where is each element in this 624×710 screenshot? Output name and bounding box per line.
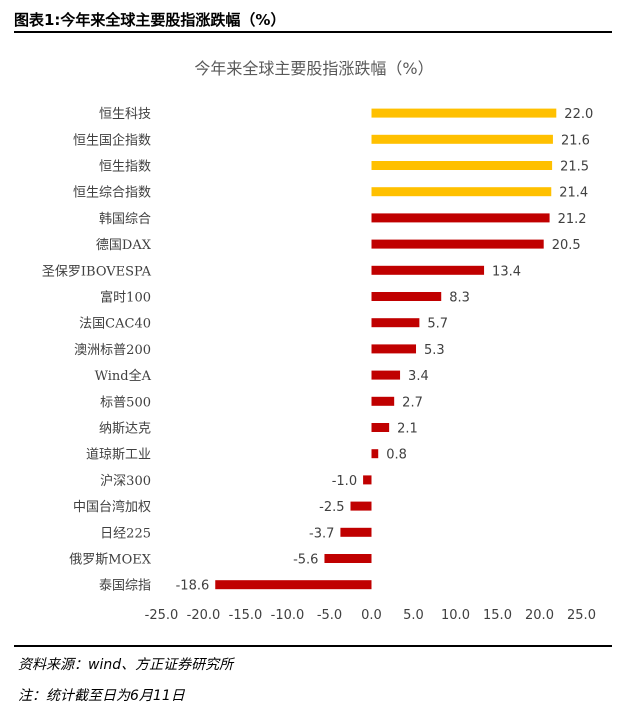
- category-label: 圣保罗IBOVESPA: [42, 264, 152, 279]
- data-label: 21.4: [559, 186, 588, 201]
- category-label: 道琼斯工业: [86, 448, 151, 463]
- data-label: -3.7: [309, 526, 334, 541]
- data-label: -18.6: [176, 579, 210, 594]
- category-label: 法国CAC40: [79, 317, 151, 332]
- bar: [371, 213, 550, 223]
- x-tick-label: -25.0: [145, 608, 179, 623]
- category-label: 澳洲标普200: [74, 342, 151, 358]
- data-label: 8.3: [449, 291, 470, 306]
- chart-container: 今年来全球主要股指涨跌幅（%） 恒生科技 22.0 恒生国企指数 21.6 恒生指数 21…: [14, 33, 612, 643]
- x-tick-label: 20.0: [525, 608, 554, 623]
- bar: [371, 161, 553, 170]
- bar: [371, 396, 395, 406]
- bar: [371, 318, 420, 328]
- data-label: -5.6: [293, 553, 318, 568]
- category-label: Wind全A: [95, 368, 152, 384]
- bar: [371, 344, 417, 354]
- data-label: 20.5: [552, 238, 581, 253]
- category-label: 恒生指数: [99, 160, 151, 175]
- bar: [371, 134, 553, 144]
- data-label: 0.8: [386, 448, 407, 463]
- x-tick-label: -15.0: [229, 608, 263, 623]
- x-tick-label: 5.0: [403, 608, 424, 623]
- bar: [324, 554, 372, 563]
- category-label: 中国台湾加权: [73, 499, 151, 515]
- data-label: 21.2: [558, 212, 587, 227]
- x-tick-label: 25.0: [567, 608, 596, 623]
- date-note: 注：统计截至日为6月11日: [18, 688, 185, 704]
- category-label: 标普500: [100, 395, 151, 410]
- data-label: 21.5: [560, 160, 589, 175]
- data-label: 13.4: [492, 264, 521, 279]
- bar: [350, 501, 372, 511]
- bottom-rule: [14, 645, 612, 647]
- category-label: 富时100: [100, 290, 151, 306]
- top-rule: [14, 31, 612, 33]
- category-label: 恒生国企指数: [73, 132, 151, 148]
- x-tick-label: -20.0: [187, 608, 221, 623]
- category-label: 恒生综合指数: [73, 186, 151, 201]
- category-label: 德国DAX: [96, 238, 152, 253]
- x-tick-label: -10.0: [271, 608, 305, 623]
- category-label: 日经225: [100, 526, 151, 541]
- data-label: 5.7: [427, 317, 448, 332]
- bar: [363, 475, 372, 485]
- data-label: 2.7: [402, 395, 423, 410]
- bar: [340, 527, 372, 537]
- data-label: -1.0: [332, 474, 357, 489]
- bar: [371, 292, 442, 301]
- bar: [371, 239, 544, 249]
- bar: [371, 187, 552, 197]
- category-label: 恒生科技: [99, 107, 151, 122]
- x-tick-label: -5.0: [317, 608, 342, 623]
- bar: [371, 449, 379, 459]
- figure-header: 图表1:今年来全球主要股指涨跌幅（%）: [14, 6, 612, 32]
- chart-title: 今年来全球主要股指涨跌幅（%）: [194, 59, 433, 78]
- category-label: 沪深300: [100, 473, 151, 489]
- data-label: 21.6: [561, 133, 590, 148]
- bar: [371, 108, 557, 118]
- category-label: 纳斯达克: [99, 422, 151, 437]
- bar: [215, 580, 372, 590]
- data-label: -2.5: [319, 500, 344, 515]
- source-note: 资料来源：wind、方正证券研究所: [18, 657, 234, 673]
- bar: [371, 265, 485, 275]
- category-label: 俄罗斯MOEX: [69, 553, 151, 568]
- data-label: 2.1: [397, 422, 418, 437]
- data-label: 3.4: [408, 369, 429, 384]
- x-tick-label: 15.0: [483, 608, 512, 623]
- figure-title: 图表1:今年来全球主要股指涨跌幅（%）: [14, 11, 286, 29]
- data-label: 5.3: [424, 343, 445, 358]
- bar: [371, 370, 401, 380]
- category-label: 泰国综指: [99, 579, 151, 594]
- bar-chart: 今年来全球主要股指涨跌幅（%） 恒生科技 22.0 恒生国企指数 21.6 恒生指数 21…: [42, 59, 596, 623]
- x-tick-label: 0.0: [361, 608, 382, 623]
- bar: [371, 423, 390, 432]
- x-tick-label: 10.0: [441, 608, 470, 623]
- category-label: 韩国综合: [99, 212, 151, 227]
- data-label: 22.0: [564, 107, 593, 122]
